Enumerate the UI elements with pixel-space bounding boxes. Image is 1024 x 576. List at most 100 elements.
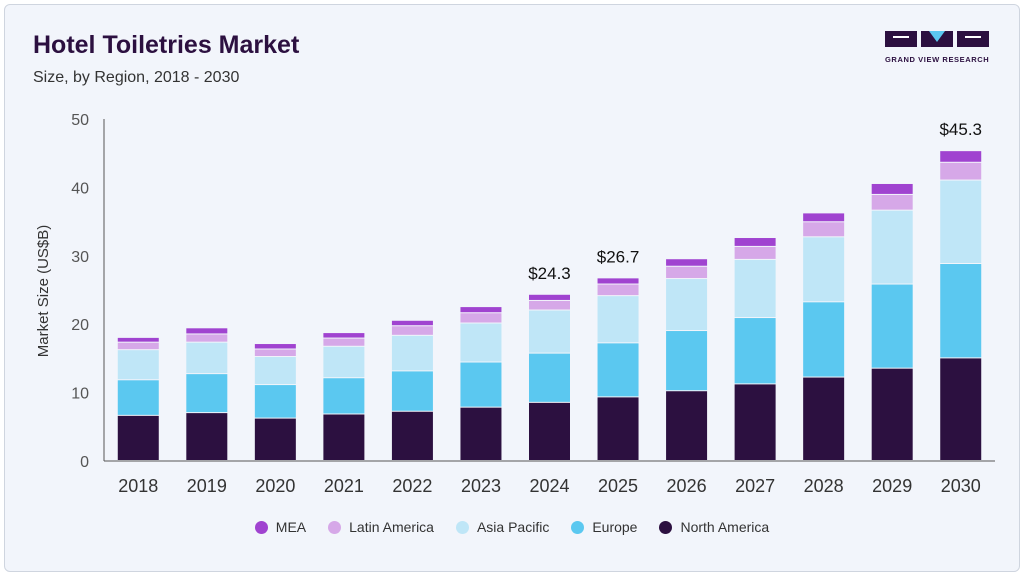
data-label-2025: $26.7 (597, 247, 640, 266)
legend-label: Asia Pacific (476, 519, 550, 535)
x-tick-label: 2021 (324, 476, 364, 496)
bar-asia-pacific-2029 (871, 210, 913, 284)
bar-north-america-2030 (940, 358, 982, 460)
bar-asia-pacific-2018 (117, 350, 159, 380)
legend-swatch (455, 520, 469, 534)
bar-latin-america-2020 (254, 349, 296, 357)
bar-mea-2021 (323, 333, 365, 338)
bar-europe-2020 (254, 385, 296, 418)
data-label-2024: $24.3 (528, 264, 571, 283)
bar-stack-2026 (666, 259, 708, 460)
bar-mea-2024 (529, 294, 570, 300)
bar-mea-2028 (803, 213, 845, 222)
bar-europe-2029 (871, 284, 913, 368)
bar-mea-2030 (940, 151, 982, 162)
x-tick-label: 2019 (187, 476, 227, 496)
bar-europe-2023 (460, 362, 502, 407)
bar-latin-america-2023 (460, 313, 502, 323)
chart-card: Hotel Toiletries Market Size, by Region,… (4, 4, 1020, 572)
legend-swatch (659, 520, 673, 534)
bar-stack-2021 (323, 333, 365, 460)
bar-europe-2019 (186, 374, 228, 413)
bar-stack-2019 (186, 328, 228, 460)
bar-europe-2030 (940, 264, 982, 358)
bar-asia-pacific-2027 (734, 259, 776, 318)
bar-stack-2020 (254, 344, 296, 460)
bar-europe-2024 (529, 353, 570, 402)
legend-label: Europe (592, 519, 638, 535)
legend-label: North America (680, 519, 770, 535)
bar-mea-2020 (254, 344, 296, 349)
bar-asia-pacific-2030 (940, 180, 982, 264)
bar-mea-2018 (117, 337, 159, 342)
y-tick-label: 10 (71, 386, 89, 403)
bar-europe-2027 (734, 318, 776, 384)
x-tick-label: 2029 (872, 476, 912, 496)
y-tick-label: 50 (71, 112, 89, 129)
bar-europe-2025 (597, 343, 639, 397)
x-tick-label: 2023 (461, 476, 501, 496)
chart-title: Hotel Toiletries Market (33, 31, 300, 59)
legend-item-latin-america: Latin America (328, 519, 434, 535)
bar-north-america-2018 (117, 415, 159, 460)
bar-mea-2029 (871, 183, 913, 194)
bar-mea-2023 (460, 307, 502, 313)
bar-north-america-2027 (734, 384, 776, 460)
x-tick-label: 2022 (392, 476, 432, 496)
bar-north-america-2024 (529, 402, 570, 460)
bar-asia-pacific-2020 (254, 357, 296, 385)
bar-stack-2023 (460, 307, 502, 460)
legend-swatch (571, 520, 585, 534)
bar-mea-2027 (734, 238, 776, 246)
bar-latin-america-2029 (871, 194, 913, 210)
bar-north-america-2025 (597, 397, 639, 460)
bar-latin-america-2019 (186, 334, 228, 342)
bar-asia-pacific-2023 (460, 323, 502, 362)
x-tick-label: 2028 (804, 476, 844, 496)
brand-logo-mark (885, 31, 989, 47)
x-tick-label: 2024 (529, 476, 569, 496)
bar-latin-america-2024 (529, 300, 570, 310)
bar-asia-pacific-2025 (597, 296, 639, 343)
bar-north-america-2023 (460, 407, 502, 460)
y-tick-label: 30 (71, 249, 89, 266)
bar-asia-pacific-2022 (391, 335, 433, 371)
bar-europe-2018 (117, 380, 159, 415)
bar-north-america-2019 (186, 413, 228, 460)
legend-item-asia-pacific: Asia Pacific (455, 519, 550, 535)
x-tick-label: 2027 (735, 476, 775, 496)
bar-stack-2028 (803, 213, 845, 460)
bar-north-america-2029 (871, 368, 913, 460)
x-tick-label: 2020 (255, 476, 295, 496)
bar-mea-2026 (666, 259, 708, 266)
bar-asia-pacific-2024 (529, 310, 570, 353)
x-tick-label: 2030 (941, 476, 981, 496)
legend-label: Latin America (349, 519, 434, 535)
bar-mea-2025 (597, 278, 639, 284)
bar-asia-pacific-2028 (803, 237, 845, 302)
bar-stack-2027 (734, 238, 776, 460)
bar-latin-america-2018 (117, 342, 159, 350)
y-tick-label: 40 (71, 180, 89, 197)
bar-latin-america-2021 (323, 338, 365, 346)
x-tick-label: 2025 (598, 476, 638, 496)
bar-latin-america-2025 (597, 284, 639, 296)
brand-logo-text: GRAND VIEW RESEARCH (885, 55, 990, 64)
x-tick-label: 2018 (118, 476, 158, 496)
bar-stack-2030 (940, 151, 982, 460)
bar-latin-america-2022 (391, 326, 433, 335)
y-tick-label: 0 (80, 454, 89, 471)
legend-item-north-america: North America (659, 519, 769, 535)
bar-stack-2029 (871, 183, 913, 460)
legend-label: MEA (275, 519, 307, 535)
bar-europe-2021 (323, 378, 365, 414)
legend-item-mea: MEA (254, 519, 307, 535)
bar-north-america-2026 (666, 391, 708, 460)
bar-europe-2026 (666, 331, 708, 391)
bar-mea-2022 (391, 320, 433, 326)
x-tick-label: 2026 (667, 476, 707, 496)
bar-latin-america-2027 (734, 246, 776, 259)
bar-stack-2018 (117, 337, 159, 460)
y-axis-label: Market Size (US$B) (35, 225, 52, 358)
